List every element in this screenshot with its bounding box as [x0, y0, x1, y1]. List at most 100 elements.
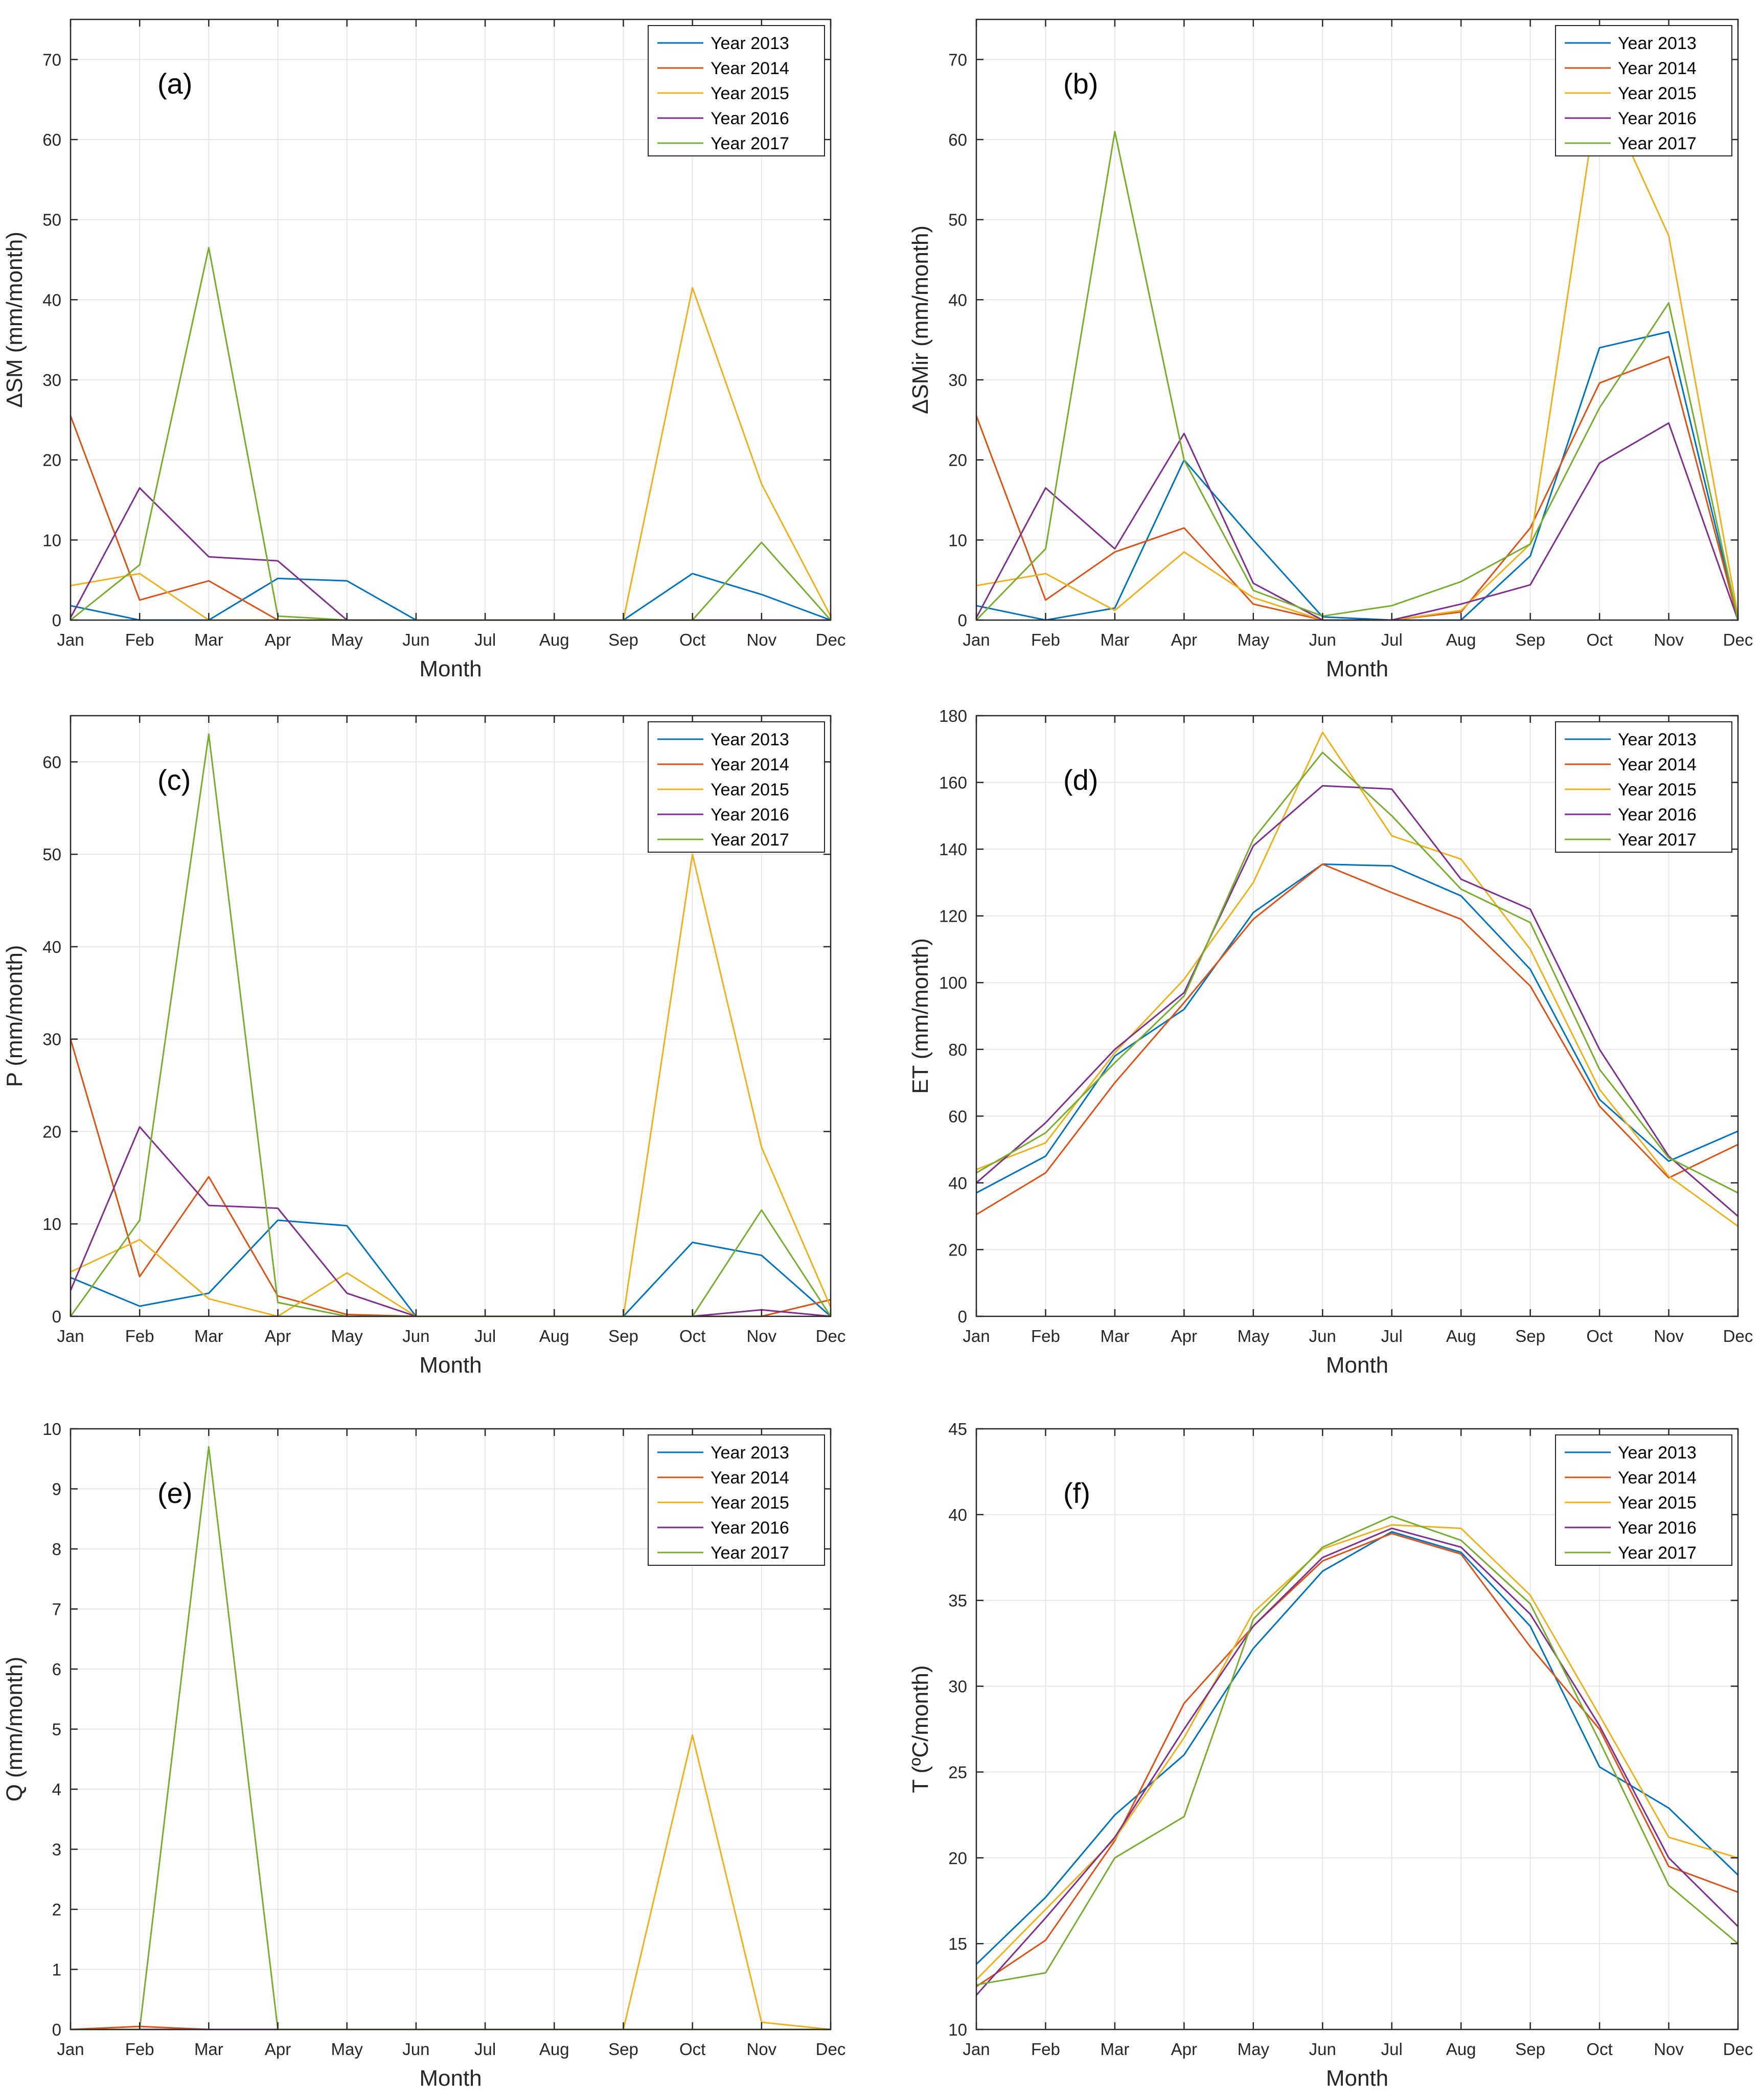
legend-entry: Year 2016	[711, 1518, 789, 1538]
series-line-year-2016	[976, 785, 1739, 1217]
x-tick-label: Apr	[1171, 2040, 1197, 2059]
x-tick-label: Dec	[1723, 1327, 1753, 1345]
legend-box	[1555, 25, 1732, 156]
legend-entry: Year 2013	[711, 1443, 789, 1463]
x-tick-label: Jun	[402, 2040, 429, 2059]
panel-3: Jan Feb Mar Apr May Jun Jul Aug Sep Oct Nov Dec 0 20 4…	[908, 706, 1753, 1378]
x-tick-label: Sep	[608, 2040, 638, 2059]
legend: Year 2013 Year 2014 Year 2015 Year 2016 Year…	[1555, 1434, 1732, 1566]
x-tick-label: Oct	[1586, 2040, 1612, 2059]
x-tick-label: Nov	[746, 1327, 776, 1345]
y-tick-label: 4	[52, 1780, 61, 1799]
y-tick-label: 0	[52, 2020, 61, 2039]
panel-4: Jan Feb Mar Apr May Jun Jul Aug Sep Oct Nov Dec 0 1 2 3…	[2, 1420, 845, 2091]
y-tick-label: 0	[958, 1307, 967, 1326]
y-tick-label: 40	[948, 290, 967, 309]
y-tick-label: 30	[42, 1030, 61, 1049]
y-tick-label: 3	[52, 1840, 61, 1859]
panel-label: (e)	[157, 1477, 192, 1509]
y-axis-label: ET (mm/month)	[908, 938, 933, 1094]
y-tick-label: 10	[948, 2020, 967, 2039]
x-tick-label: Aug	[539, 2040, 569, 2059]
y-axis-label: T (ºC/month)	[908, 1665, 933, 1793]
x-tick-label: Jan	[57, 2040, 84, 2059]
x-axis-label: Month	[1326, 1353, 1388, 1378]
x-tick-label: May	[1238, 1327, 1270, 1345]
y-axis-label: Q (mm/month)	[2, 1657, 27, 1802]
x-tick-label: Jun	[402, 1327, 429, 1345]
y-tick-label: 20	[948, 1848, 967, 1867]
x-tick-label: Mar	[194, 1327, 223, 1345]
x-tick-label: Jun	[402, 630, 429, 649]
panel-1: Jan Feb Mar Apr May Jun Jul Aug Sep Oct Nov Dec 0 10 2…	[908, 18, 1753, 681]
y-tick-label: 1	[52, 1960, 61, 1979]
y-tick-label: 160	[939, 773, 967, 792]
legend-entry: Year 2014	[1618, 755, 1697, 774]
x-tick-label: Aug	[1446, 630, 1476, 649]
x-tick-label: Dec	[1723, 2040, 1753, 2059]
x-tick-label: Sep	[608, 1327, 638, 1345]
y-tick-label: 6	[52, 1660, 61, 1679]
y-tick-label: 60	[948, 1107, 967, 1126]
legend-entry: Year 2015	[711, 1493, 789, 1513]
legend-entry: Year 2014	[1618, 59, 1697, 78]
y-tick-label: 70	[42, 50, 61, 69]
x-tick-label: Jan	[963, 1327, 990, 1345]
y-axis-label: ΔSM (mm/month)	[2, 232, 27, 408]
y-tick-label: 5	[52, 1720, 61, 1739]
x-axis-label: Month	[419, 1353, 482, 1378]
legend-entry: Year 2013	[1618, 730, 1697, 749]
legend-entry: Year 2014	[1618, 1468, 1697, 1488]
axes-box	[70, 18, 832, 621]
x-tick-label: Dec	[1723, 630, 1753, 649]
x-tick-label: Nov	[1654, 630, 1684, 649]
y-tick-label: 20	[42, 451, 61, 470]
axes-box	[70, 715, 832, 1317]
x-tick-label: Mar	[194, 630, 223, 649]
y-tick-label: 70	[948, 50, 967, 69]
x-tick-label: Nov	[1654, 2040, 1684, 2059]
panel-label: (c)	[157, 764, 191, 796]
axes-box	[975, 1428, 1739, 2030]
legend-entry: Year 2017	[1618, 830, 1697, 850]
x-tick-label: Jan	[57, 630, 84, 649]
y-tick-label: 30	[948, 1677, 967, 1696]
legend-entry: Year 2017	[711, 1543, 789, 1563]
x-tick-label: Dec	[816, 2040, 846, 2059]
x-tick-label: Aug	[1446, 1327, 1476, 1345]
legend: Year 2013 Year 2014 Year 2015 Year 2016 Year…	[648, 1434, 825, 1566]
y-tick-label: 30	[948, 371, 967, 390]
series-line-year-2017	[976, 751, 1739, 1194]
x-tick-label: Feb	[125, 1327, 154, 1345]
x-tick-label: Mar	[1100, 630, 1129, 649]
legend: Year 2013 Year 2014 Year 2015 Year 2016 Year…	[1555, 25, 1732, 156]
x-tick-label: Jan	[57, 1327, 84, 1345]
legend-entry: Year 2014	[711, 755, 789, 774]
x-tick-label: Jul	[474, 2040, 496, 2059]
y-tick-label: 9	[52, 1480, 61, 1499]
legend-entry: Year 2016	[1618, 1518, 1697, 1538]
x-axis-label: Month	[419, 2066, 482, 2091]
y-tick-label: 2	[52, 1900, 61, 1919]
y-axis-label: ΔSMir (mm/month)	[908, 225, 933, 414]
legend-entry: Year 2015	[711, 84, 789, 103]
panel-0: Jan Feb Mar Apr May Jun Jul Aug Sep Oct Nov Dec 0 10 2…	[2, 18, 845, 681]
y-tick-label: 10	[42, 1420, 61, 1439]
x-tick-label: May	[331, 1327, 363, 1345]
legend-entry: Year 2016	[1618, 109, 1697, 128]
x-tick-label: Jul	[1381, 2040, 1403, 2059]
x-tick-label: May	[331, 2040, 363, 2059]
x-tick-label: Oct	[1586, 1327, 1612, 1345]
y-tick-label: 8	[52, 1540, 61, 1559]
x-tick-label: Jan	[963, 2040, 990, 2059]
panel-label: (d)	[1063, 764, 1098, 796]
legend-entry: Year 2013	[711, 730, 789, 749]
x-tick-label: Jun	[1309, 1327, 1336, 1345]
series-line-year-2014	[976, 1533, 1739, 1988]
y-tick-label: 180	[939, 706, 967, 725]
legend-entry: Year 2015	[1618, 84, 1697, 103]
x-tick-label: Mar	[194, 2040, 223, 2059]
x-tick-label: Dec	[816, 1327, 846, 1345]
legend-entry: Year 2014	[711, 1468, 789, 1488]
